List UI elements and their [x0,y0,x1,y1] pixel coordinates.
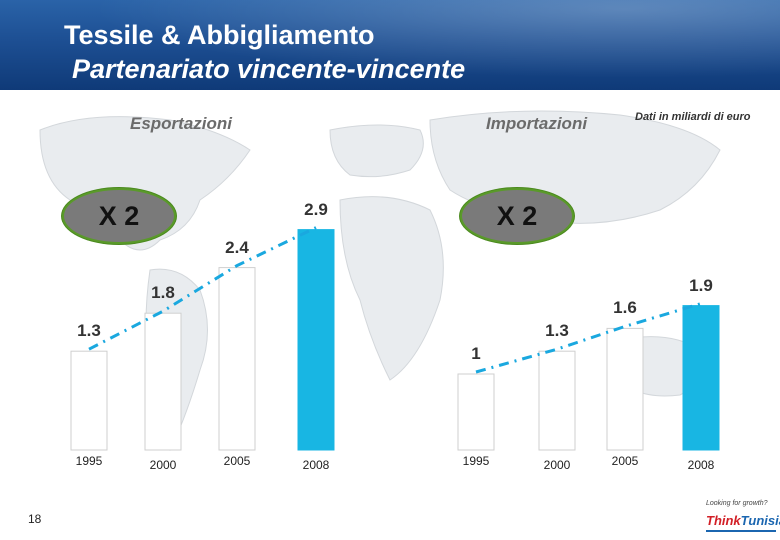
exports-bar-2000 [144,312,182,451]
imports-multiplier-label: X 2 [496,201,538,231]
imports-value-label-2000: 1.3 [545,321,569,341]
imports-value-label-1995: 1 [471,344,481,363]
exports-bar-2005 [218,267,256,451]
logo-brand-part1: Think [706,513,741,528]
imports-bar-2005 [606,327,644,451]
imports-bar-1995 [457,373,495,451]
think-tunisia-logo: Looking for growth? ThinkTunisia [706,500,780,540]
page-title: Tessile & Abbigliamento [64,20,375,50]
units-note: Dati in miliardi di euro [635,111,751,123]
imports-year-label-1995: 1995 [462,454,490,468]
exports-value-label-2005: 2.4 [225,237,249,257]
exports-value-label-2000: 1.8 [151,283,175,303]
imports-bar-2000 [538,350,576,451]
logo-brand: ThinkTunisia [706,513,780,528]
exports-bar-2008 [297,229,335,451]
exports-value-label-2008: 2.9 [304,199,328,219]
imports-value-label-2005: 1.6 [613,298,637,318]
imports-year-label-2000: 2000 [543,458,571,472]
exports-year-label-2005: 2005 [223,454,251,468]
banner-shine [0,0,780,90]
africa-shape [339,196,444,381]
logo-brand-part2: Tunisia [740,513,780,528]
exports-trend-line [88,226,317,351]
imports-multiplier-badge: X 2 [460,188,574,244]
europe-shape [329,124,424,178]
exports-multiplier-label: X 2 [98,201,140,231]
exports-bar-1995 [70,350,108,451]
exports-value-label-1995: 1.3 [77,321,101,341]
imports-bar-2008 [682,305,720,451]
exports-year-label-2008: 2008 [302,458,330,472]
imports-section-title: Importazioni [486,114,588,133]
exports-multiplier-badge: X 2 [62,188,176,244]
imports-year-label-2008: 2008 [687,458,715,472]
exports-section-title: Esportazioni [130,114,233,133]
title-banner: Tessile & Abbigliamento Partenariato vin… [0,0,780,90]
page-subtitle: Partenariato vincente-vincente [72,54,466,84]
imports-value-label-2008: 1.9 [689,275,713,295]
exports-year-label-2000: 2000 [149,458,177,472]
logo-underline [706,530,776,532]
exports-year-label-1995: 1995 [75,454,103,468]
logo-tagline: Looking for growth? [706,500,768,507]
imports-trend-line [475,302,702,374]
imports-year-label-2005: 2005 [611,454,639,468]
page-number: 18 [28,512,42,526]
